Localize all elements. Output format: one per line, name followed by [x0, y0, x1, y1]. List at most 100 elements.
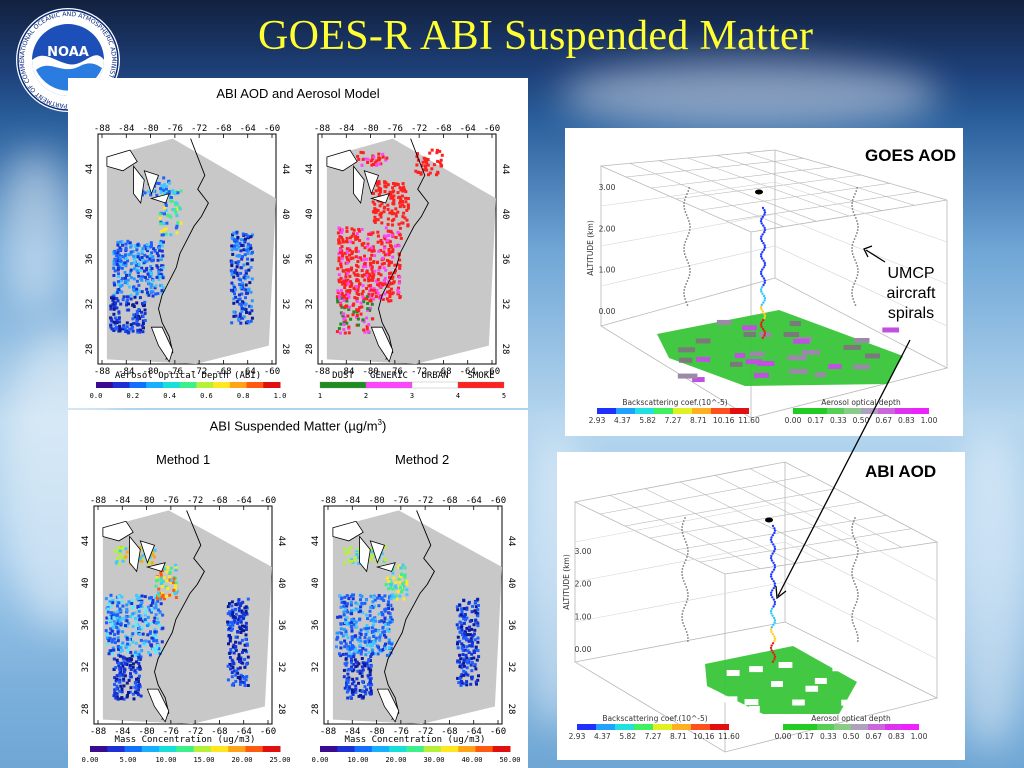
retrieval-pixel — [406, 204, 410, 208]
retrieval-pixel — [391, 291, 395, 295]
curtain-dot — [687, 550, 689, 552]
retrieval-pixel — [159, 222, 163, 226]
colorbar-segment — [162, 382, 181, 388]
retrieval-pixel — [150, 272, 153, 275]
backscatter-legend-swatch — [634, 724, 653, 730]
retrieval-pixel — [174, 190, 178, 194]
retrieval-pixel — [117, 288, 121, 291]
cube-grid-line — [574, 501, 786, 543]
retrieval-pixel — [352, 663, 356, 666]
retrieval-pixel — [348, 289, 352, 292]
retrieval-pixel — [143, 244, 147, 248]
colorbar-tick-label: 50.00 — [499, 756, 520, 764]
retrieval-pixel — [111, 652, 114, 656]
backscatter-legend-swatch — [711, 408, 730, 414]
curtain-dot — [682, 622, 684, 624]
retrieval-pixel — [150, 259, 154, 263]
retrieval-pixel — [106, 636, 110, 640]
retrieval-pixel — [335, 645, 338, 649]
retrieval-pixel — [144, 268, 148, 272]
retrieval-pixel — [112, 295, 116, 299]
retrieval-pixel — [235, 230, 239, 234]
retrieval-pixel — [339, 331, 342, 335]
aircraft-spiral-point — [762, 294, 766, 298]
aircraft-spiral-point — [763, 261, 767, 265]
retrieval-pixel — [367, 667, 371, 671]
retrieval-pixel — [175, 589, 179, 593]
retrieval-pixel — [388, 240, 392, 244]
retrieval-pixel — [397, 196, 401, 200]
retrieval-pixel — [236, 274, 240, 277]
retrieval-pixel — [138, 556, 142, 560]
retrieval-pixel — [120, 687, 124, 691]
retrieval-pixel — [139, 328, 143, 332]
retrieval-pixel — [357, 662, 361, 666]
retrieval-pixel — [158, 249, 162, 253]
retrieval-pixel — [243, 665, 247, 669]
retrieval-pixel — [465, 666, 469, 670]
retrieval-pixel — [379, 619, 383, 623]
retrieval-pixel — [140, 605, 144, 609]
retrieval-pixel — [143, 312, 147, 315]
cloud-decoration — [560, 60, 940, 130]
retrieval-pixel — [389, 196, 393, 200]
retrieval-pixel — [346, 548, 350, 552]
cloud-decoration — [0, 150, 70, 310]
retrieval-pixel — [137, 289, 141, 293]
retrieval-pixel — [397, 286, 400, 290]
retrieval-pixel — [474, 611, 478, 615]
curtain-dot — [682, 535, 685, 537]
retrieval-pixel — [234, 648, 238, 652]
retrieval-pixel — [381, 155, 385, 159]
retrieval-pixel — [108, 618, 112, 622]
retrieval-pixel — [472, 623, 476, 627]
retrieval-pixel — [368, 670, 372, 674]
retrieval-pixel — [244, 237, 247, 241]
retrieval-pixel — [339, 605, 343, 609]
retrieval-pixel — [131, 250, 135, 253]
retrieval-pixel — [378, 204, 382, 208]
retrieval-pixel — [108, 636, 112, 640]
retrieval-pixel — [386, 285, 390, 288]
retrieval-pixel — [142, 326, 145, 330]
retrieval-pixel — [416, 170, 420, 174]
retrieval-pixel — [470, 669, 474, 673]
retrieval-pixel — [112, 694, 116, 698]
retrieval-pixel — [359, 609, 362, 613]
retrieval-pixel — [343, 278, 347, 282]
aod-surface-cell — [843, 344, 861, 350]
curtain-dot — [854, 628, 857, 630]
retrieval-pixel — [145, 255, 149, 259]
retrieval-pixel — [107, 602, 111, 606]
retrieval-pixel — [430, 167, 434, 171]
retrieval-pixel — [342, 295, 346, 299]
retrieval-pixel — [174, 210, 178, 214]
retrieval-pixel — [375, 183, 379, 187]
retrieval-pixel — [342, 613, 346, 617]
retrieval-pixel — [112, 620, 116, 624]
retrieval-pixel — [385, 239, 389, 242]
longitude-tick-label: -76 — [167, 124, 183, 134]
colorbar-segment — [141, 746, 160, 752]
retrieval-pixel — [476, 614, 480, 618]
retrieval-pixel — [473, 628, 477, 632]
retrieval-pixel — [150, 267, 154, 270]
longitude-tick-label: -84 — [114, 496, 130, 506]
category-number: 4 — [456, 392, 460, 400]
retrieval-pixel — [250, 316, 254, 320]
retrieval-pixel — [354, 555, 357, 559]
retrieval-pixel — [235, 239, 239, 243]
retrieval-pixel — [344, 642, 348, 646]
aircraft-spiral-point — [771, 651, 775, 654]
retrieval-pixel — [113, 633, 116, 637]
curtain-dot — [682, 580, 685, 582]
top-panel-heading: ABI AOD and Aerosol Model — [216, 86, 380, 101]
retrieval-pixel — [389, 615, 393, 619]
longitude-tick-label: -80 — [368, 727, 384, 737]
retrieval-pixel — [226, 678, 230, 682]
retrieval-pixel — [345, 678, 349, 682]
retrieval-pixel — [384, 158, 388, 162]
retrieval-pixel — [363, 246, 367, 250]
retrieval-pixel — [164, 232, 168, 236]
backscatter-tick-label: 10.16 — [713, 416, 735, 425]
